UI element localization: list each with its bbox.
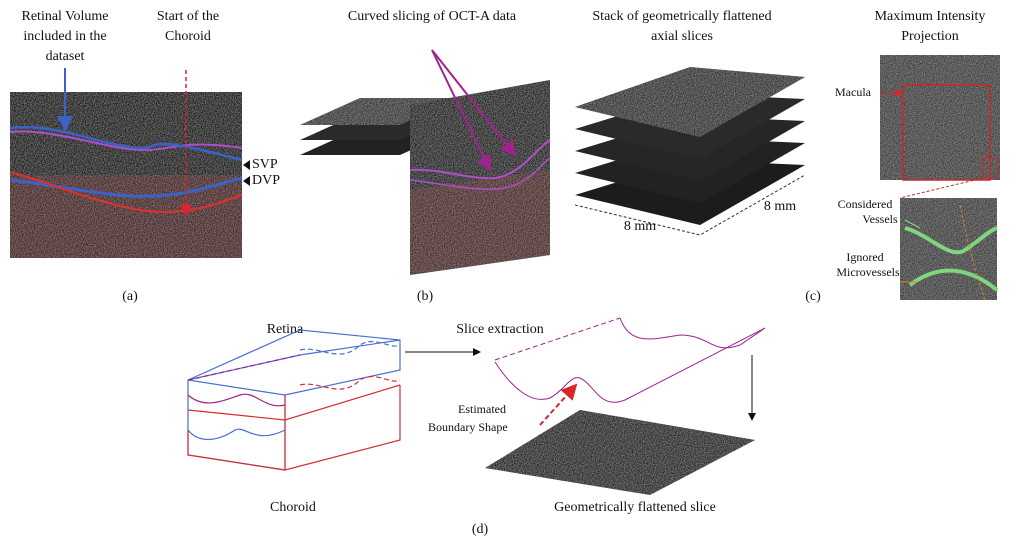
title: Projection — [901, 29, 959, 44]
title: Stack of geometrically flattened — [592, 9, 771, 24]
volume-sketch-part — [299, 340, 401, 355]
label: Start of the — [157, 9, 219, 24]
boundary-curve — [494, 327, 766, 403]
label: Microvessels — [836, 265, 900, 279]
slice-stack-part — [575, 67, 805, 137]
volume-sketch-part — [187, 393, 286, 407]
vessel — [904, 226, 998, 255]
label: Boundary Shape — [428, 420, 508, 434]
microvessel — [959, 204, 986, 301]
title: Maximum Intensity — [875, 9, 986, 24]
caption: (d) — [472, 522, 489, 537]
label: Estimated — [458, 402, 506, 416]
panel-d: Retina Choroid Slice extraction Estimate… — [187, 317, 766, 537]
boundary-dashed — [494, 317, 621, 361]
label: DVP — [252, 173, 280, 188]
label: dataset — [46, 49, 85, 64]
label: Vessels — [862, 212, 898, 226]
curve — [409, 157, 551, 190]
arrow — [431, 49, 492, 172]
flattened-texture — [485, 410, 755, 495]
title: Curved slicing of OCT-A data — [348, 9, 517, 24]
arrow — [539, 383, 578, 426]
boundary-curve — [619, 317, 766, 349]
volume-sketch-part — [299, 375, 401, 390]
curve — [409, 139, 551, 180]
pointer-line — [904, 219, 921, 229]
arrow — [431, 49, 517, 157]
label: Geometrically flattened slice — [554, 500, 716, 515]
label: Ignored — [846, 250, 883, 264]
label: Choroid — [165, 29, 211, 44]
mip-texture — [880, 55, 1000, 180]
zoom-box — [982, 157, 999, 179]
volume-sketch-part — [187, 384, 401, 421]
pointer — [243, 160, 250, 170]
caption: (c) — [805, 289, 821, 304]
pointer — [243, 176, 250, 186]
dimension-label: 8 mm — [624, 219, 656, 234]
dimension-line — [574, 174, 806, 236]
svp-curve — [9, 130, 243, 152]
choroid-tint — [410, 170, 550, 275]
volume-sketch-part — [187, 329, 401, 471]
volume-sketch-part — [187, 354, 301, 381]
panel-a: Retinal Volume included in the dataset S… — [9, 9, 280, 304]
label: Slice extraction — [456, 322, 543, 337]
title: axial slices — [651, 29, 713, 44]
vessel — [908, 268, 999, 292]
label: SVP — [252, 157, 278, 172]
macula-box — [902, 84, 991, 181]
panel-b: Curved slicing of OCT-A data (b) — [300, 9, 551, 304]
caption: (a) — [122, 289, 138, 304]
oct-texture — [10, 92, 242, 258]
label: Macula — [835, 85, 872, 99]
label: Choroid — [270, 500, 316, 515]
slice-stack — [575, 67, 805, 225]
zoom-line — [899, 177, 984, 199]
label: Retinal Volume — [22, 9, 109, 24]
label: Retina — [267, 322, 304, 337]
volume-sketch — [187, 329, 401, 471]
label: included in the — [23, 29, 106, 44]
dimension-label: 8 mm — [764, 199, 796, 214]
label: Considered — [838, 197, 893, 211]
caption: (b) — [417, 289, 434, 304]
panel-c: Stack of geometrically flattened axial s… — [574, 9, 1000, 304]
volume-sketch-part — [187, 428, 286, 440]
retina-top — [9, 125, 243, 162]
volume-sketch-part — [187, 385, 401, 471]
choroid-boundary — [9, 171, 243, 214]
